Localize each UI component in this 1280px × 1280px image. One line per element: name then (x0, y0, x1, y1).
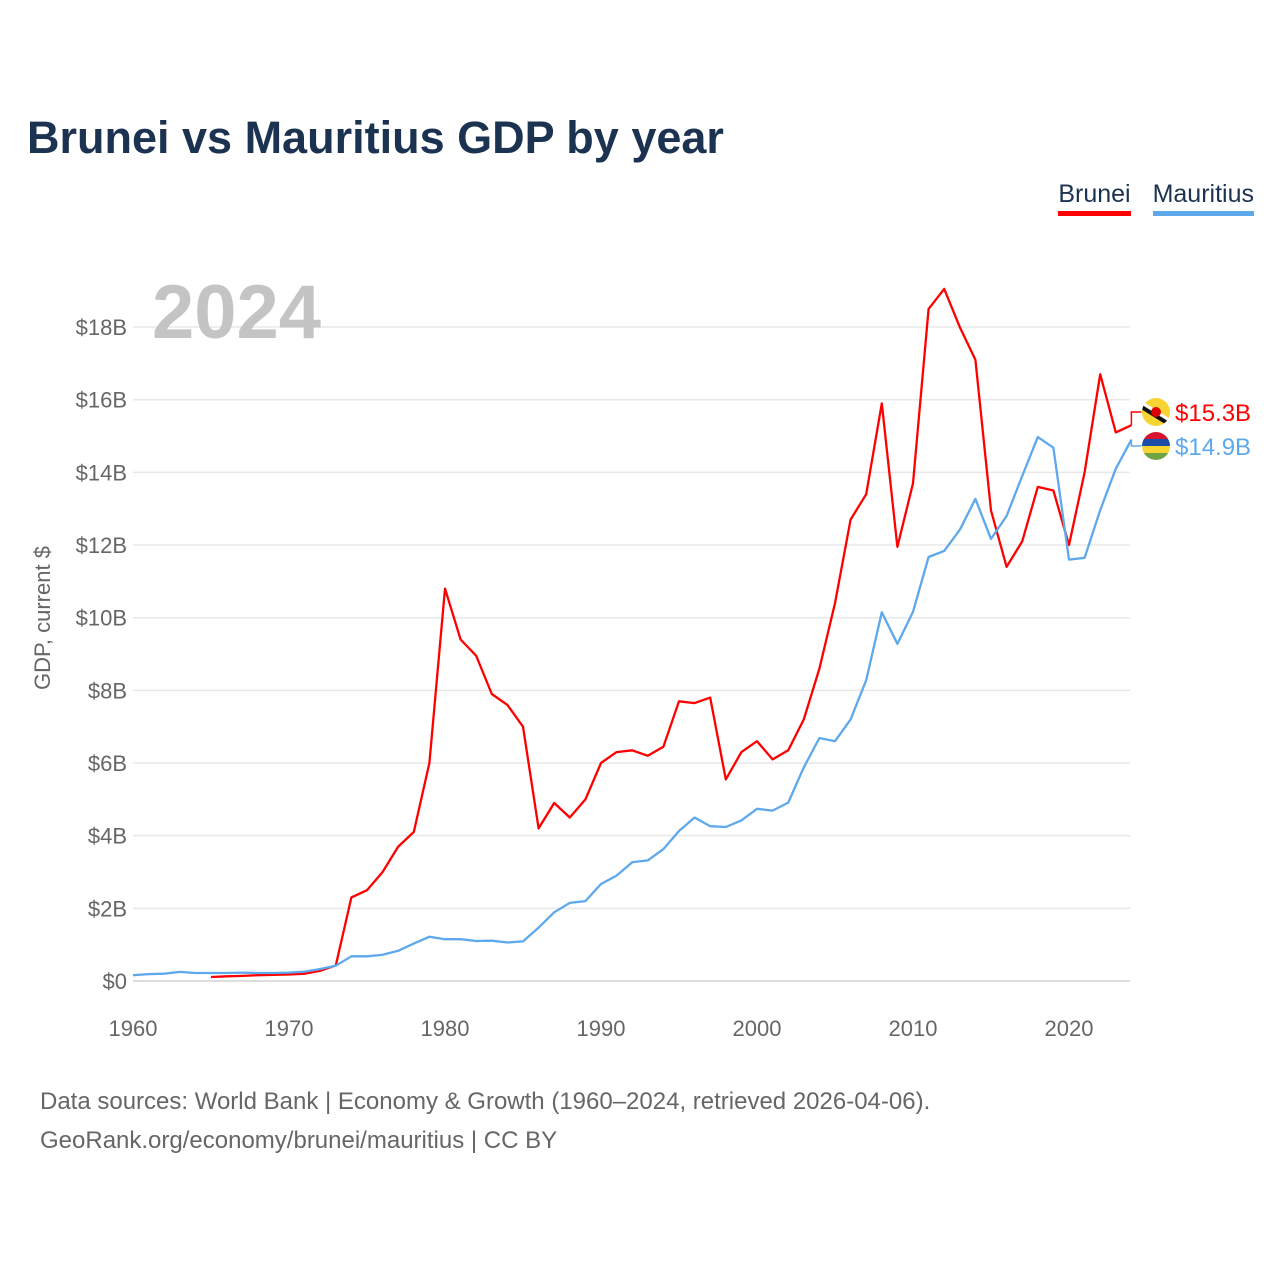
y-tick-label: $8B (88, 678, 127, 703)
flag-band (1142, 432, 1170, 439)
y-axis-label: GDP, current $ (30, 546, 55, 690)
flag-emblem (1151, 407, 1161, 417)
gridlines (133, 326, 1130, 982)
series-line-brunei (210, 287, 1132, 979)
end-labels: $15.3B $14.9B (1130, 398, 1251, 461)
x-tick-label: 2020 (1045, 1016, 1094, 1041)
chart-title: Brunei vs Mauritius GDP by year (27, 112, 724, 163)
brunei-flag-icon (1142, 398, 1170, 426)
legend-item-brunei[interactable]: Brunei (1058, 180, 1131, 216)
legend-item-mauritius[interactable]: Mauritius (1152, 180, 1254, 216)
x-tick-label: 2000 (733, 1016, 782, 1041)
flag (1142, 398, 1170, 426)
y-tick-label: $12B (76, 533, 127, 558)
y-tick-label: $14B (76, 460, 127, 485)
y-tick-label: $16B (76, 388, 127, 413)
x-axis-ticks: 1960 1970 1980 1990 2000 2010 2020 (109, 1016, 1094, 1041)
y-tick-label: $10B (76, 606, 127, 631)
x-tick-label: 1990 (577, 1016, 626, 1041)
mauritius-flag-icon (1142, 432, 1170, 460)
y-tick-label: $4B (88, 824, 127, 849)
series-line-mauritius (132, 435, 1133, 977)
series-lines (132, 287, 1133, 979)
x-tick-label: 1980 (421, 1016, 470, 1041)
x-tick-label: 1960 (109, 1016, 158, 1041)
x-tick-label: 2010 (889, 1016, 938, 1041)
legend: Brunei Mauritius (1058, 180, 1254, 216)
flag-band (1142, 446, 1170, 453)
flag-band (1142, 453, 1170, 460)
y-tick-label: $2B (88, 896, 127, 921)
y-tick-label: $6B (88, 751, 127, 776)
flag-band (1142, 439, 1170, 446)
end-connector (1130, 411, 1142, 426)
end-value-label: $15.3B (1175, 400, 1251, 427)
y-tick-label: $18B (76, 315, 127, 340)
flag (1142, 432, 1170, 460)
data-sources: Data sources: World Bank | Economy & Gro… (40, 1088, 931, 1115)
end-value-label: $14.9B (1175, 434, 1251, 461)
footer: Data sources: World Bank | Economy & Gro… (40, 1082, 930, 1160)
source-link[interactable]: GeoRank.org/economy/brunei/mauritius | C… (40, 1127, 558, 1154)
end-connector (1130, 439, 1142, 447)
y-axis-ticks: $0 $2B $4B $6B $8B $10B $12B $14B $16B $18B (76, 315, 127, 994)
x-tick-label: 1970 (265, 1016, 314, 1041)
year-label: 2024 (152, 270, 321, 355)
y-tick-label: $0 (103, 969, 127, 994)
